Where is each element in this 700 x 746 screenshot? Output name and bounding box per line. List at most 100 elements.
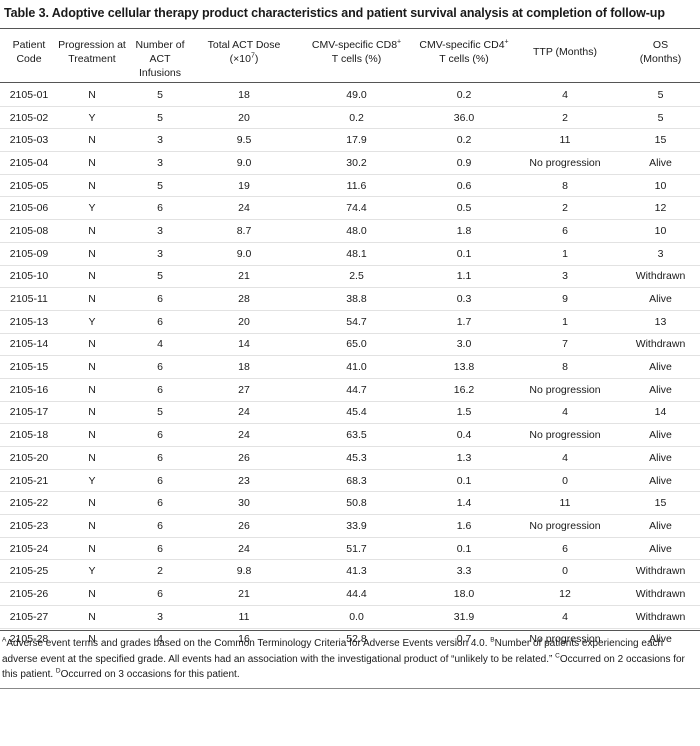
data-table: 2105-01 N 5 18 49.0 0.2 4 5 2105-02 Y 5 20 0.2 36.0 2 5… [0,84,700,650]
cell-os: 13 [621,310,700,334]
footnote-a: Adverse event terms and grades based on … [6,638,491,649]
cell-total-dose: 24 [194,196,294,221]
cell-total-dose: 27 [194,378,294,402]
cell-progression: N [58,582,126,606]
cell-cd4-percent: 0.9 [419,151,509,175]
cell-total-dose: 9.0 [194,151,294,175]
cell-infusions: 6 [126,196,194,221]
footnote-b: Number of patients experiencing each adv… [2,638,664,665]
cell-ttp: 6 [509,219,621,243]
cell-total-dose: 18 [194,84,294,107]
header-patient-code: Patient Code [12,39,46,65]
cell-cd8-percent: 48.0 [294,219,419,243]
table-row: 2105-13 Y 6 20 54.7 1.7 1 13 [0,310,700,334]
table-row: 2105-28 N 4 16 52.8 0.7 No progression Alive [0,628,700,650]
cell-cd8-percent: 74.4 [294,196,419,221]
cell-patient-code: 2105-18 [0,423,58,447]
cell-infusions: 6 [126,537,194,561]
cell-cd8-percent: 68.3 [294,469,419,493]
cell-cd4-percent: 1.4 [419,491,509,516]
cell-cd8-percent: 0.0 [294,605,419,629]
cell-infusions: 6 [126,423,194,447]
cell-progression: Y [58,196,126,221]
table-row: 2105-16 N 6 27 44.7 16.2 No progression Alive [0,378,700,402]
cell-os: Withdrawn [621,333,700,357]
cell-ttp: 11 [509,128,621,153]
cell-patient-code: 2105-13 [0,310,58,334]
cell-cd4-percent: 0.5 [419,196,509,221]
cell-cd8-percent: 45.4 [294,401,419,425]
table-row: 2105-08 N 3 8.7 48.0 1.8 6 10 [0,219,700,243]
cell-total-dose: 9.5 [194,128,294,153]
table-row: 2105-01 N 5 18 49.0 0.2 4 5 [0,84,700,107]
cell-ttp: 7 [509,333,621,357]
cell-os: 5 [621,106,700,130]
cell-os: Alive [649,633,672,646]
cell-cd8-percent: 38.8 [294,287,419,311]
cell-os: Withdrawn [621,559,700,584]
cell-ttp: 4 [509,446,621,470]
cell-cd4-percent: 1.5 [419,401,509,425]
cell-patient-code: 2105-20 [0,446,58,470]
cell-infusions: 6 [126,514,194,538]
cell-patient-code: 2105-05 [0,174,58,198]
header-cd4: CMV-specific CD4+ T cells (%) [419,38,509,66]
cell-cd8-percent: 30.2 [294,151,419,175]
cell-cd4-percent: 0.4 [419,423,509,447]
cell-patient-code: 2105-01 [0,84,58,107]
cell-cd4-percent: 3.0 [419,333,509,357]
cell-cd8-percent: 63.5 [294,423,419,447]
cell-patient-code: 2105-25 [0,559,58,584]
table-row: 2105-18 N 6 24 63.5 0.4 No progression Alive [0,423,700,447]
cell-infusions: 5 [126,265,194,289]
cell-os: 14 [621,401,700,425]
cell-ttp: No progression [529,633,601,646]
cell-os: 3 [621,242,700,266]
cell-infusions: 4 [126,333,194,357]
cell-infusions: 5 [126,401,194,425]
table-row: 2105-23 N 6 26 33.9 1.6 No progression Alive [0,514,700,538]
cell-ttp: 4 [509,84,621,107]
cell-total-dose: 9.0 [194,242,294,266]
cell-cd4-percent: 0.7 [456,633,472,646]
cell-progression: N [58,537,126,561]
cell-infusions: 3 [126,151,194,175]
cell-cd4-percent: 18.0 [419,582,509,606]
table-title: Table 3. Adoptive cellular therapy produ… [4,6,665,20]
cell-progression: N [58,287,126,311]
cell-patient-code: 2105-21 [0,469,58,493]
cell-os: Alive [621,355,700,379]
cell-patient-code: 2105-14 [0,333,58,357]
cell-progression: N [88,633,96,646]
table-row: 2105-14 N 4 14 65.0 3.0 7 Withdrawn [0,333,700,357]
cell-progression: Y [58,559,126,584]
cell-infusions: 6 [126,378,194,402]
cell-progression: N [58,242,126,266]
cell-infusions: 6 [126,582,194,606]
cell-cd4-percent: 1.8 [419,219,509,243]
cell-patient-code: 2105-28 [9,633,49,646]
cell-progression: N [58,605,126,629]
cell-infusions: 5 [126,106,194,130]
cell-infusions: 2 [126,559,194,584]
cell-cd4-percent: 0.1 [419,469,509,493]
cell-ttp: 1 [509,242,621,266]
cell-ttp: No progression [509,423,621,447]
cell-infusions: 3 [126,128,194,153]
footnote-d: Occurred on 3 occasions for this patient… [60,669,240,680]
cell-total-dose: 20 [194,106,294,130]
cell-cd4-percent: 13.8 [419,355,509,379]
cell-infusions: 5 [126,84,194,107]
cell-total-dose: 24 [194,537,294,561]
cell-ttp: 11 [509,491,621,516]
footnote-mark-c: C [555,652,560,660]
table-header: Patient Code Progression at Treatment Numb… [0,38,700,80]
cell-total-dose: 28 [194,287,294,311]
cell-total-dose: 20 [194,310,294,334]
cell-progression: N [58,446,126,470]
cell-cd4-percent: 36.0 [419,106,509,130]
cell-total-dose: 18 [194,355,294,379]
cell-cd8-percent: 41.0 [294,355,419,379]
footnote-mark-a: A [2,636,7,644]
cell-cd4-percent: 0.1 [419,242,509,266]
